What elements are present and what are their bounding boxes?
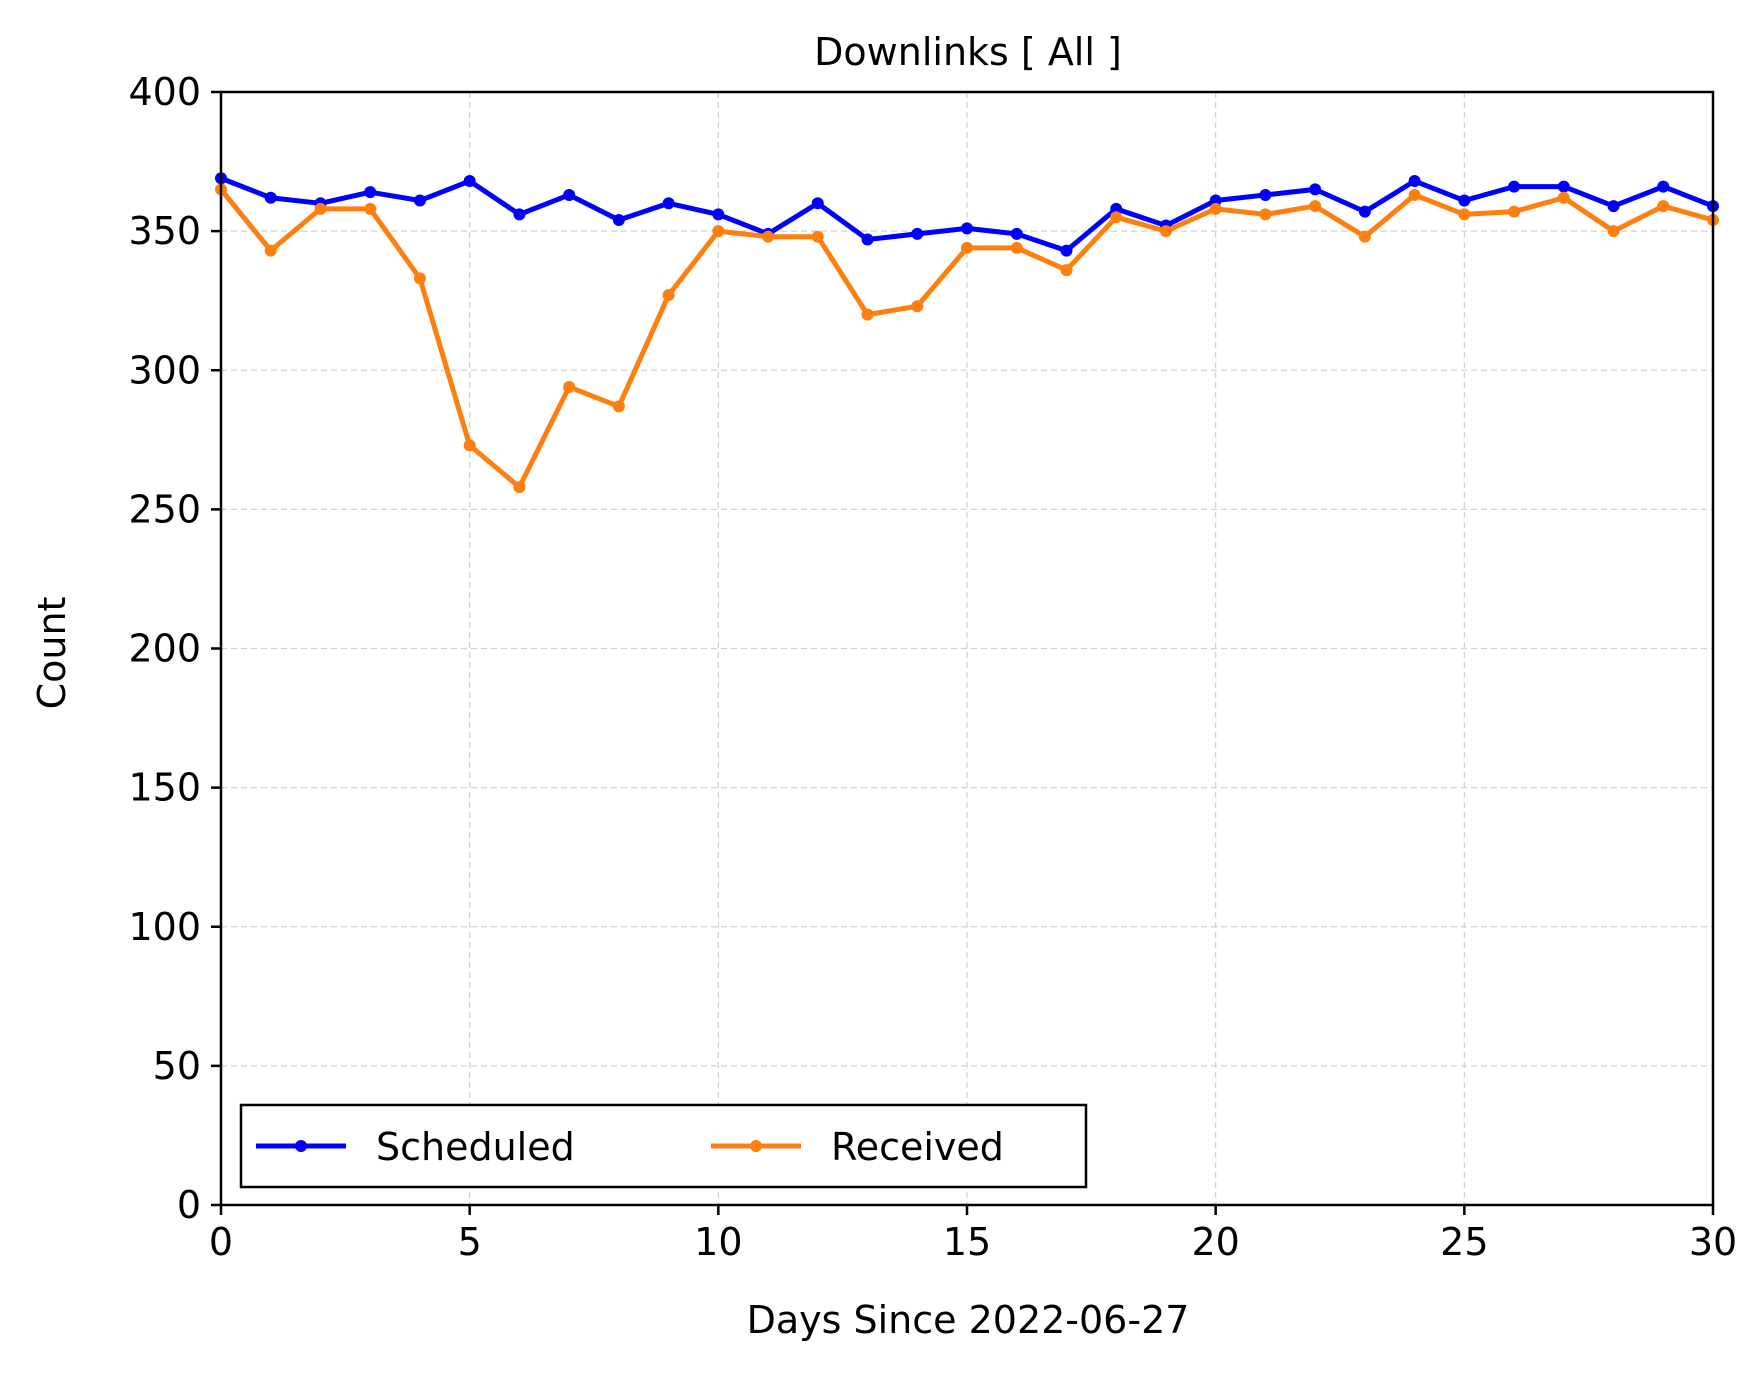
data-point-received (1358, 230, 1371, 243)
legend: Scheduled Received (239, 1103, 1088, 1189)
data-point-received (1508, 205, 1521, 218)
legend-marker-scheduled (295, 1140, 307, 1152)
y-tick-label: 100 (128, 905, 201, 949)
y-axis-label: Count (30, 597, 74, 710)
data-point-received (1557, 191, 1570, 204)
data-point-scheduled (1309, 183, 1322, 196)
data-point-received (762, 230, 775, 243)
legend-entry-received: Received (711, 1125, 1004, 1169)
data-point-scheduled (1557, 180, 1570, 193)
legend-label-received: Received (831, 1125, 1004, 1169)
legend-marker-received (750, 1140, 762, 1152)
data-point-scheduled (911, 227, 924, 240)
data-point-scheduled (612, 213, 625, 226)
x-tick-label: 20 (1191, 1220, 1239, 1264)
data-point-received (314, 202, 327, 215)
y-tick-label: 400 (128, 70, 201, 114)
data-point-received (513, 481, 526, 494)
data-point-received (1110, 211, 1123, 224)
data-point-scheduled (1607, 200, 1620, 213)
y-tick-label: 250 (128, 487, 201, 531)
data-point-scheduled (1259, 188, 1272, 201)
data-point-scheduled (1458, 194, 1471, 207)
data-point-scheduled (1209, 194, 1222, 207)
data-point-received (662, 289, 675, 302)
x-tick-label: 10 (694, 1220, 742, 1264)
data-point-received (364, 202, 377, 215)
data-point-received (811, 230, 824, 243)
data-point-received (911, 300, 924, 313)
data-point-scheduled (662, 197, 675, 210)
data-point-received (413, 272, 426, 285)
data-point-received (712, 225, 725, 238)
legend-entry-scheduled: Scheduled (256, 1125, 575, 1169)
data-point-received (612, 400, 625, 413)
data-point-scheduled (264, 191, 277, 204)
data-point-scheduled (1060, 244, 1073, 257)
data-point-scheduled (513, 208, 526, 221)
grid (220, 91, 1714, 1206)
legend-box (239, 1103, 1088, 1189)
data-point-received (1159, 225, 1172, 238)
data-point-received (1060, 264, 1073, 277)
y-tick-label: 300 (128, 348, 201, 392)
data-point-scheduled (811, 197, 824, 210)
y-tick-label: 200 (128, 627, 201, 671)
data-point-scheduled (1408, 175, 1421, 188)
data-point-scheduled (1358, 205, 1371, 218)
x-tick-label: 25 (1440, 1220, 1488, 1264)
data-point-scheduled (961, 222, 973, 235)
x-tick-label: 30 (1689, 1220, 1737, 1264)
data-point-scheduled (413, 194, 426, 207)
data-point-received (563, 380, 576, 393)
data-point-received (1607, 225, 1620, 238)
series-scheduled (215, 172, 1719, 257)
data-point-scheduled (1657, 180, 1670, 193)
data-point-received (264, 244, 277, 257)
y-tick-label: 150 (128, 766, 201, 810)
x-axis-label: Days Since 2022-06-27 (747, 1298, 1190, 1342)
data-point-received (1657, 200, 1670, 213)
data-point-received (1259, 208, 1272, 221)
y-tick-label: 50 (153, 1044, 201, 1088)
series-layer (215, 172, 1719, 494)
x-tick-label: 0 (209, 1220, 233, 1264)
data-point-scheduled (712, 208, 725, 221)
data-point-received (861, 308, 874, 321)
data-point-received (961, 241, 973, 254)
data-point-received (1010, 241, 1023, 254)
data-point-scheduled (861, 233, 874, 246)
data-point-received (1458, 208, 1471, 221)
x-tick-label: 15 (943, 1220, 991, 1264)
y-tick-label: 0 (177, 1183, 201, 1227)
y-tick-label: 350 (128, 209, 201, 253)
chart-title: Downlinks [ All ] (814, 30, 1122, 74)
data-point-received (463, 439, 476, 452)
legend-label-scheduled: Scheduled (376, 1125, 575, 1169)
data-point-scheduled (364, 186, 377, 199)
data-point-scheduled (463, 175, 476, 188)
data-point-scheduled (1110, 202, 1123, 215)
data-point-received (1209, 202, 1222, 215)
data-point-scheduled (1508, 180, 1521, 193)
data-point-received (1309, 200, 1322, 213)
data-point-received (1408, 188, 1421, 201)
data-point-scheduled (1010, 227, 1023, 240)
data-point-scheduled (563, 188, 576, 201)
series-received (215, 183, 1719, 494)
x-tick-label: 5 (458, 1220, 482, 1264)
